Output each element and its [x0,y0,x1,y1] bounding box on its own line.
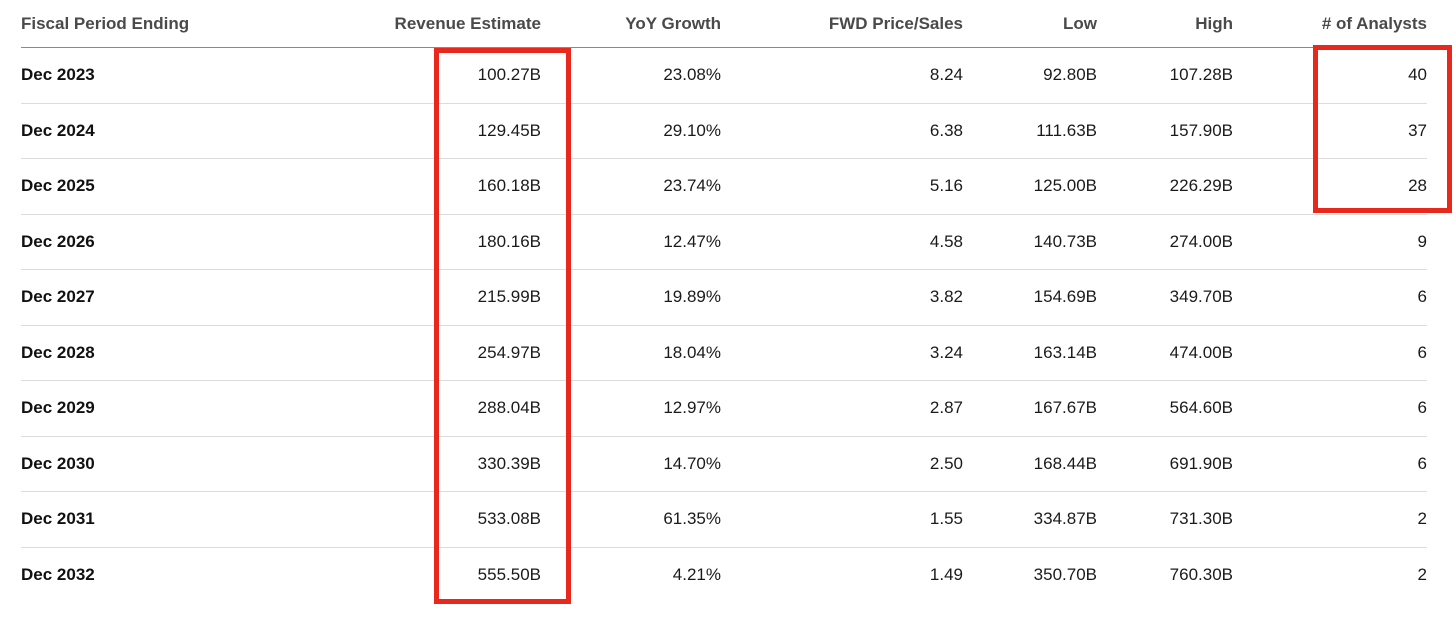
fiscal-period-cell: Dec 2023 [21,47,301,104]
fiscal-period-cell: Dec 2030 [21,436,301,492]
revenue-estimate-cell: 129.45B [301,103,541,159]
low-cell: 168.44B [963,436,1097,492]
analysts-cell: 6 [1233,269,1427,326]
low-cell: 140.73B [963,214,1097,270]
high-cell: 474.00B [1097,325,1233,381]
low-cell: 167.67B [963,380,1097,437]
fiscal-period-cell: Dec 2028 [21,325,301,381]
fwd-price-sales-cell: 5.16 [721,158,963,215]
fiscal-period-cell: Dec 2027 [21,269,301,326]
high-cell: 226.29B [1097,158,1233,215]
high-cell: 157.90B [1097,103,1233,159]
table-row[interactable]: Dec 2024 129.45B 29.10% 6.38 111.63B 157.90B 3… [21,103,1427,159]
fiscal-period-cell: Dec 2029 [21,380,301,437]
revenue-estimate-cell: 555.50B [477,564,541,584]
revenue-estimate-cell: 160.18B [301,158,541,215]
revenue-estimate-cell: 254.97B [301,325,541,381]
yoy-growth-cell: 12.47% [541,214,721,270]
table-row[interactable]: Dec 2031 533.08B 61.35% 1.55 334.87B 731.30B 2 [21,491,1427,548]
column-header-fwd-price-sales[interactable]: FWD Price/Sales [721,0,963,48]
revenue-estimates-table: Fiscal Period Ending Revenue Estimate Yo… [21,0,1427,602]
analysts-cell: 6 [1233,325,1427,381]
fwd-price-sales-cell: 8.24 [721,47,963,104]
yoy-growth-cell: 61.35% [541,491,721,548]
low-cell: 125.00B [963,158,1097,215]
high-cell: 760.30B [1169,564,1233,584]
fiscal-period-cell: Dec 2024 [21,103,301,159]
low-cell: 163.14B [963,325,1097,381]
column-header-low[interactable]: Low [963,0,1097,48]
fwd-price-sales-cell: 6.38 [721,103,963,159]
revenue-estimate-cell: 180.16B [301,214,541,270]
yoy-growth-cell: 14.70% [541,436,721,492]
fiscal-period-cell: Dec 2032 [21,564,95,584]
column-header-revenue-estimate[interactable]: Revenue Estimate [301,0,541,48]
revenue-estimate-cell: 215.99B [301,269,541,326]
analysts-cell: 6 [1233,436,1427,492]
column-header-fiscal-period[interactable]: Fiscal Period Ending [21,0,301,48]
table-row[interactable]: Dec 2026 180.16B 12.47% 4.58 140.73B 274.00B 9 [21,214,1427,270]
high-cell: 564.60B [1097,380,1233,437]
fiscal-period-cell: Dec 2025 [21,158,301,215]
fwd-price-sales-cell: 4.58 [721,214,963,270]
fiscal-period-cell: Dec 2026 [21,214,301,270]
fiscal-period-cell: Dec 2031 [21,491,301,548]
revenue-estimates-table-container: Fiscal Period Ending Revenue Estimate Yo… [21,0,1427,602]
fwd-price-sales-cell: 3.24 [721,325,963,381]
table-row[interactable]: Dec 2025 160.18B 23.74% 5.16 125.00B 226.29B 2… [21,158,1427,215]
low-cell: 111.63B [963,103,1097,159]
fwd-price-sales-cell: 1.49 [929,564,963,584]
analysts-cell: 37 [1233,103,1427,159]
high-cell: 107.28B [1097,47,1233,104]
fwd-price-sales-cell: 2.50 [721,436,963,492]
high-cell: 731.30B [1097,491,1233,548]
fwd-price-sales-cell: 3.82 [721,269,963,326]
low-cell: 350.70B [1033,564,1097,584]
yoy-growth-cell: 23.08% [541,47,721,104]
analysts-cell: 2 [1417,564,1427,584]
high-cell: 691.90B [1097,436,1233,492]
column-header-yoy-growth[interactable]: YoY Growth [541,0,721,48]
analysts-cell: 2 [1233,491,1427,548]
low-cell: 92.80B [963,47,1097,104]
fwd-price-sales-cell: 2.87 [721,380,963,437]
table-row[interactable]: Dec 2029 288.04B 12.97% 2.87 167.67B 564.60B 6 [21,380,1427,437]
revenue-estimate-cell: 330.39B [301,436,541,492]
analysts-cell: 40 [1233,47,1427,104]
yoy-growth-cell: 4.21% [672,564,721,584]
column-header-high[interactable]: High [1097,0,1233,48]
yoy-growth-cell: 12.97% [541,380,721,437]
analysts-cell: 28 [1233,158,1427,215]
yoy-growth-cell: 29.10% [541,103,721,159]
low-cell: 334.87B [963,491,1097,548]
analysts-cell: 6 [1233,380,1427,437]
table-row[interactable]: Dec 2028 254.97B 18.04% 3.24 163.14B 474.00B 6 [21,325,1427,381]
fwd-price-sales-cell: 1.55 [721,491,963,548]
analysts-cell: 9 [1233,214,1427,270]
table-row[interactable]: Dec 2032 555.50B 4.21% 1.49 350.70B 760.30B 2 [21,547,1427,602]
column-header-analysts[interactable]: # of Analysts [1233,0,1427,48]
revenue-estimate-cell: 533.08B [301,491,541,548]
table-row[interactable]: Dec 2027 215.99B 19.89% 3.82 154.69B 349.70B 6 [21,269,1427,326]
revenue-estimate-cell: 100.27B [301,47,541,104]
low-cell: 154.69B [963,269,1097,326]
table-row[interactable]: Dec 2023 100.27B 23.08% 8.24 92.80B 107.28B 40 [21,47,1427,104]
table-header-row: Fiscal Period Ending Revenue Estimate Yo… [21,0,1427,48]
yoy-growth-cell: 19.89% [541,269,721,326]
yoy-growth-cell: 18.04% [541,325,721,381]
table-body: Dec 2023 100.27B 23.08% 8.24 92.80B 107.28B 40… [21,47,1427,603]
table-row[interactable]: Dec 2030 330.39B 14.70% 2.50 168.44B 691.90B 6 [21,436,1427,492]
revenue-estimate-cell: 288.04B [301,380,541,437]
high-cell: 349.70B [1097,269,1233,326]
yoy-growth-cell: 23.74% [541,158,721,215]
high-cell: 274.00B [1097,214,1233,270]
